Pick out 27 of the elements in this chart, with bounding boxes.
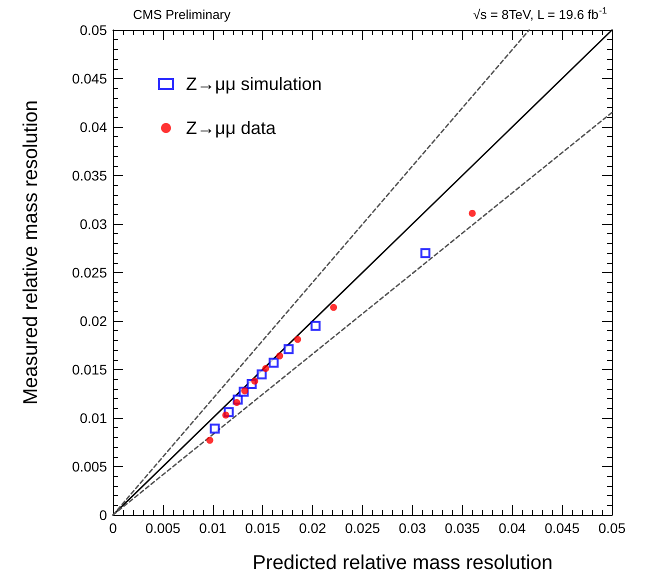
x-tick-label: 0.01 xyxy=(199,520,227,536)
y-tick-label: 0 xyxy=(99,507,108,523)
y-axis-title: Measured relative mass resolution xyxy=(20,100,42,405)
y-tick-label: 0.05 xyxy=(80,22,108,38)
chart-title: CMS Preliminary xyxy=(133,7,232,22)
y-tick-label: 0.02 xyxy=(80,313,108,329)
x-tick-label: 0.02 xyxy=(298,520,326,536)
x-tick-label: 0.035 xyxy=(444,520,480,536)
x-tick-label: 0.04 xyxy=(498,520,526,536)
y-tick-label: 0.005 xyxy=(72,458,108,474)
x-tick-label: 0.05 xyxy=(598,520,626,536)
x-tick-label: 0.015 xyxy=(245,520,280,536)
x-tick-label: 0.005 xyxy=(145,520,181,536)
legend-label: Z→μμ data xyxy=(186,118,277,138)
x-tick-label: 0.045 xyxy=(544,520,580,536)
y-tick-label: 0.025 xyxy=(72,264,108,280)
x-axis-title: Predicted relative mass resolution xyxy=(252,552,553,574)
x-tick-label: 0.03 xyxy=(398,520,426,536)
y-tick-label: 0.03 xyxy=(80,216,108,232)
y-tick-label: 0.01 xyxy=(80,410,108,426)
y-tick-label: 0.045 xyxy=(72,70,108,86)
x-tick-label: 0 xyxy=(109,520,118,536)
y-tick-label: 0.015 xyxy=(72,362,108,378)
y-tick-label: 0.04 xyxy=(80,119,108,135)
x-tick-label: 0.025 xyxy=(344,520,380,536)
legend-label: Z→μμ simulation xyxy=(186,74,322,94)
y-tick-label: 0.035 xyxy=(72,168,108,184)
